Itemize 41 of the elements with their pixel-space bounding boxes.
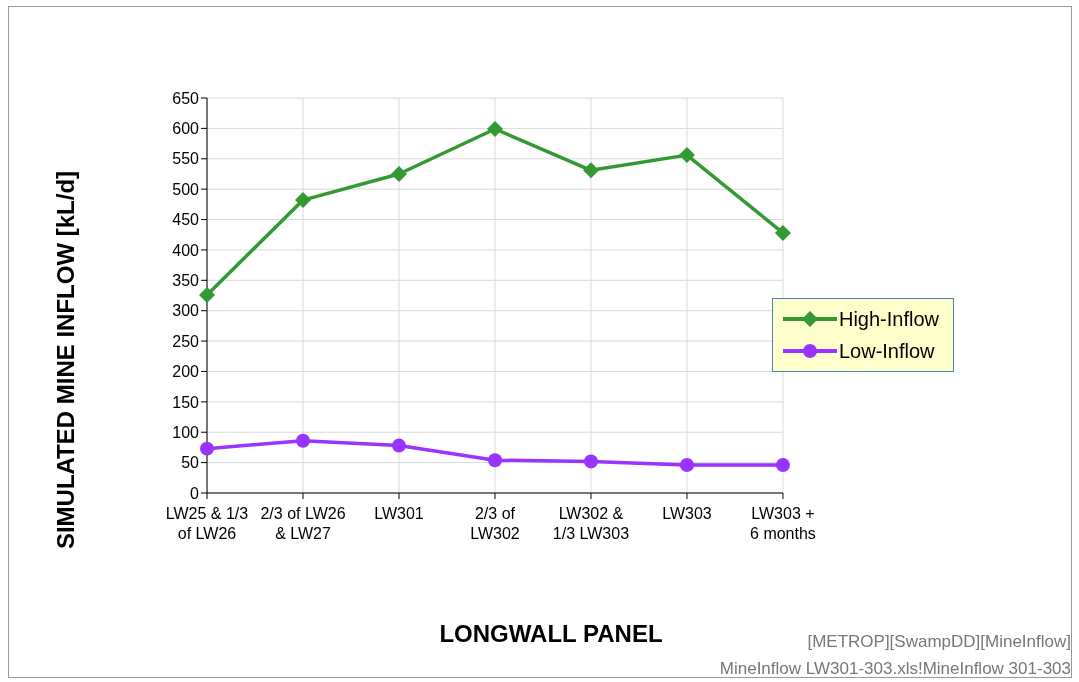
x-tick-label: LW301 [374, 505, 424, 522]
y-axis-title: SIMULATED MINE INFLOW [kL/d] [52, 170, 80, 550]
x-tick-label: LW303 + 6 months [750, 505, 816, 542]
y-tick-label: 350 [172, 271, 200, 289]
point [582, 162, 599, 179]
point [486, 120, 503, 137]
text: MineInflow LW301-303.xls!MineInflow 301-303 [719, 658, 1071, 680]
y-tick-label: 0 [190, 484, 200, 502]
y-tick-label: 600 [172, 120, 200, 138]
y-tick-label: 50 [181, 454, 200, 472]
point [678, 147, 695, 164]
y-tick-label: 500 [172, 180, 200, 198]
x-tick-label: LW25 & 1/3 of LW26 [165, 505, 249, 542]
text: [METROP][SwampDD][MineInflow] [806, 631, 1071, 653]
point [679, 458, 694, 473]
legend-label: High-Inflow [838, 307, 939, 332]
y-tick-label: 100 [172, 423, 200, 441]
y-tick-label: 550 [172, 150, 200, 168]
y-tick-label: 650 [172, 89, 200, 107]
y-tick-label: 200 [172, 363, 200, 381]
y-tick-label: 400 [172, 241, 200, 259]
y-tick-label: 300 [172, 302, 200, 320]
point [294, 192, 311, 209]
point [775, 458, 790, 473]
x-tick-label: LW303 [662, 505, 712, 522]
y-tick-label: 250 [172, 332, 200, 350]
x-tick-label: LW302 & 1/3 LW303 [552, 505, 630, 542]
point [199, 286, 215, 303]
point [295, 433, 310, 448]
point [390, 165, 407, 182]
x-tick-label: 2/3 of LW26 & LW27 [260, 505, 346, 542]
legend-label: Low-Inflow [838, 339, 935, 364]
point [774, 224, 791, 241]
x-axis-title: LONGWALL PANEL [439, 620, 663, 648]
point [487, 453, 502, 468]
point [391, 438, 406, 453]
point [200, 441, 214, 456]
y-tick-label: 150 [172, 393, 200, 411]
x-tick-label: 2/3 of LW302 [470, 505, 520, 542]
point [583, 454, 598, 469]
y-tick-label: 450 [172, 211, 200, 229]
